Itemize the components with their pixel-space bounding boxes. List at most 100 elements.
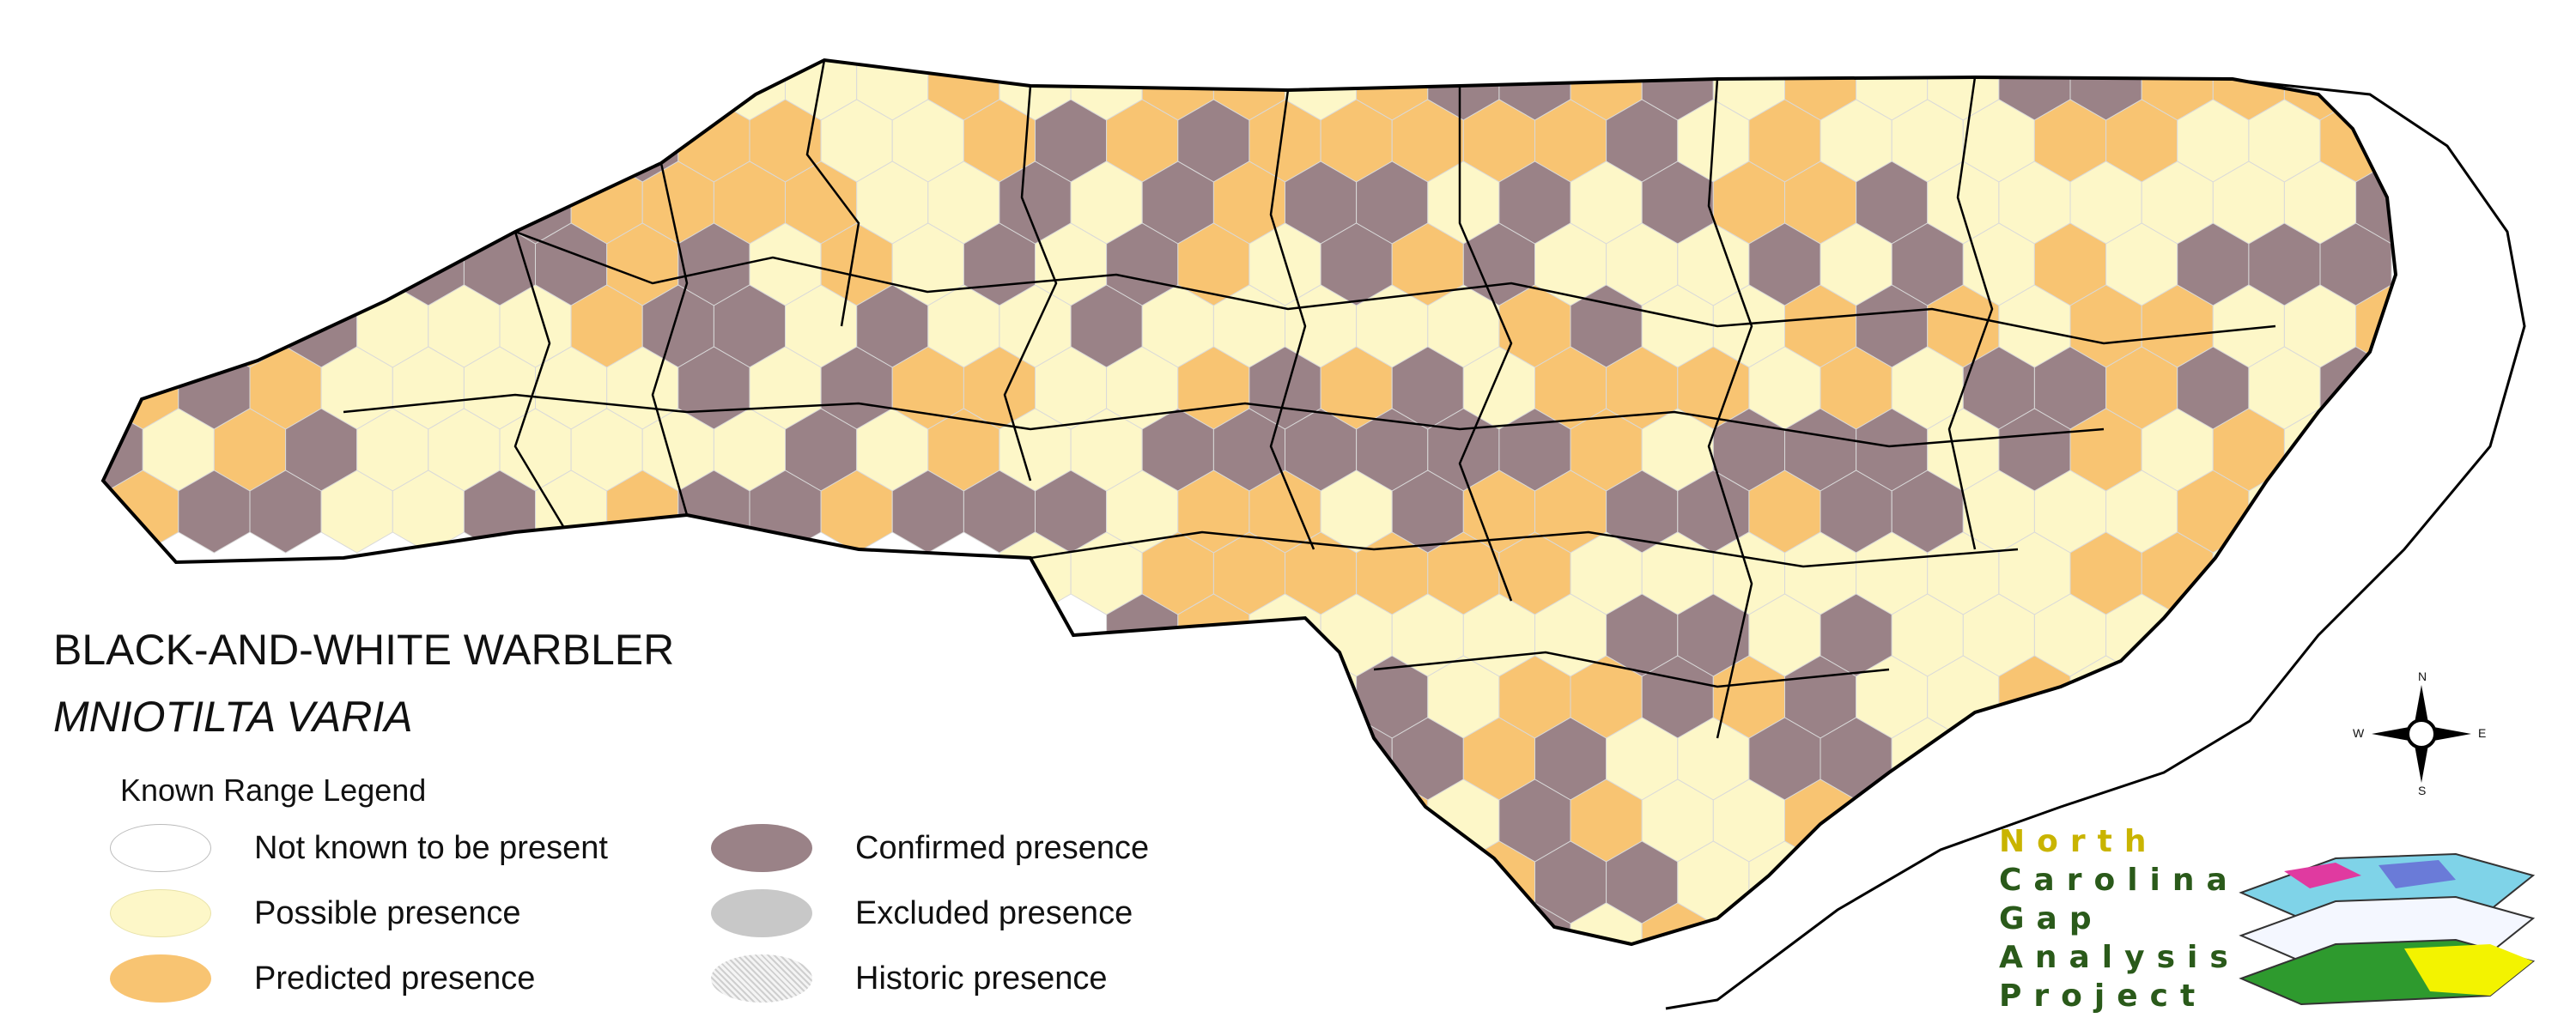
range-hexagon xyxy=(750,0,821,58)
range-hexagon xyxy=(1607,0,1678,58)
range-hexagon xyxy=(1820,965,1892,1030)
range-hexagon xyxy=(1962,717,2035,801)
state-outline xyxy=(100,58,2398,947)
range-hexagon xyxy=(1891,840,1964,924)
project-line-project: Project xyxy=(1999,978,2207,1014)
county-line xyxy=(1707,78,1753,739)
county-boundaries xyxy=(343,60,2276,739)
range-hexagon xyxy=(2141,655,2214,739)
range-hexagon xyxy=(2319,470,2392,554)
range-hexagon xyxy=(1820,0,1892,58)
range-hexagon xyxy=(2283,655,2357,739)
range-hexagon xyxy=(103,346,108,430)
range-hexagon xyxy=(2178,0,2249,58)
range-hexagon xyxy=(2177,593,2250,677)
range-hexagon xyxy=(1927,902,2000,944)
range-hexagon xyxy=(1856,779,1929,863)
range-hexagon xyxy=(821,0,892,58)
county-line xyxy=(1458,86,1513,602)
range-hexagon xyxy=(1784,902,1857,944)
project-word: Project xyxy=(1999,978,2208,1014)
county-line xyxy=(513,231,568,533)
project-line-analysis: Analysis xyxy=(1999,940,2240,975)
county-line xyxy=(651,162,689,516)
range-hexagon xyxy=(892,0,963,58)
range-hexagon xyxy=(963,0,1035,58)
range-hexagon xyxy=(428,161,501,245)
range-hexagon xyxy=(2248,593,2321,677)
legend-label: Excluded presence xyxy=(855,894,1133,931)
range-hexagon xyxy=(1820,840,1893,924)
project-line-gap: Gap xyxy=(1999,901,2104,936)
county-line xyxy=(514,230,2276,345)
range-hexagon xyxy=(2033,717,2107,801)
range-hexagon xyxy=(1678,965,1749,1030)
project-word: Gap xyxy=(1999,901,2104,936)
range-hexagon xyxy=(1963,0,2034,58)
hexagon-grid xyxy=(103,0,2396,1030)
compass-s: S xyxy=(2418,784,2427,797)
range-hexagon xyxy=(1749,965,1820,1030)
legend-label: Historic presence xyxy=(855,960,1108,997)
range-hexagon xyxy=(2034,0,2105,58)
gap-layers-logo-icon xyxy=(2239,852,2536,1006)
project-line-carolina: Carolina xyxy=(1999,863,2239,898)
range-hexagon xyxy=(2320,0,2391,58)
species-common-name: BLACK-AND-WHITE WARBLER xyxy=(53,626,675,674)
range-hexagon xyxy=(1607,965,1678,1030)
range-hexagon xyxy=(320,222,393,306)
range-hexagon xyxy=(1570,902,1643,944)
swatch-excluded xyxy=(711,889,812,937)
range-hexagon xyxy=(1535,0,1607,58)
range-hexagon xyxy=(2355,408,2396,492)
swatch-predicted xyxy=(110,954,211,1003)
project-line-north: North xyxy=(1999,824,2158,859)
legend-item-historic: Historic presence xyxy=(711,954,1108,1003)
legend-item-confirmed: Confirmed presence xyxy=(711,824,1149,872)
range-hexagon xyxy=(1321,0,1392,58)
range-hexagon xyxy=(2106,0,2178,58)
county-line xyxy=(1373,651,1890,688)
range-hexagon xyxy=(1892,965,1963,1030)
range-hexagon xyxy=(1107,0,1178,58)
legend-item-excluded: Excluded presence xyxy=(711,889,1133,937)
county-line xyxy=(343,393,2105,448)
legend-label: Not known to be present xyxy=(254,829,608,866)
range-hexagon xyxy=(1892,0,1963,58)
compass-rose-icon: N S E W xyxy=(2353,670,2490,798)
range-hexagon xyxy=(1463,965,1534,1030)
swatch-possible xyxy=(110,889,211,937)
range-hexagon xyxy=(1749,0,1820,58)
project-word: Analysis xyxy=(1999,940,2240,975)
compass-w: W xyxy=(2353,726,2365,740)
legend-item-predicted: Predicted presence xyxy=(110,954,535,1003)
legend-item-not-present: Not known to be present xyxy=(110,824,608,872)
county-line xyxy=(1003,85,1058,482)
legend-label: Possible presence xyxy=(254,894,521,931)
county-line xyxy=(1269,89,1315,550)
legend-label: Predicted presence xyxy=(254,960,536,997)
range-hexagon xyxy=(1678,0,1749,58)
county-line xyxy=(1947,76,1994,550)
range-hexagon xyxy=(1427,902,1500,944)
range-hexagon xyxy=(1391,840,1464,924)
range-hexagon xyxy=(1036,0,1107,58)
legend-item-possible: Possible presence xyxy=(110,889,521,937)
county-line xyxy=(1030,530,2019,568)
range-hexagon xyxy=(535,99,608,183)
range-hexagon xyxy=(1535,965,1607,1030)
range-hexagon xyxy=(2248,717,2321,801)
range-hexagon xyxy=(2249,0,2320,58)
range-hexagon xyxy=(1212,655,1285,739)
project-word: North xyxy=(1999,824,2159,859)
range-hexagon xyxy=(1392,0,1463,58)
legend-label: Confirmed presence xyxy=(855,829,1150,866)
range-hexagon xyxy=(2283,531,2357,615)
compass-e: E xyxy=(2478,726,2487,740)
swatch-historic xyxy=(711,954,812,1003)
range-hexagon xyxy=(1178,0,1249,58)
range-hexagon xyxy=(1463,0,1534,58)
swatch-confirmed xyxy=(711,824,812,872)
range-hexagon xyxy=(2355,531,2396,615)
